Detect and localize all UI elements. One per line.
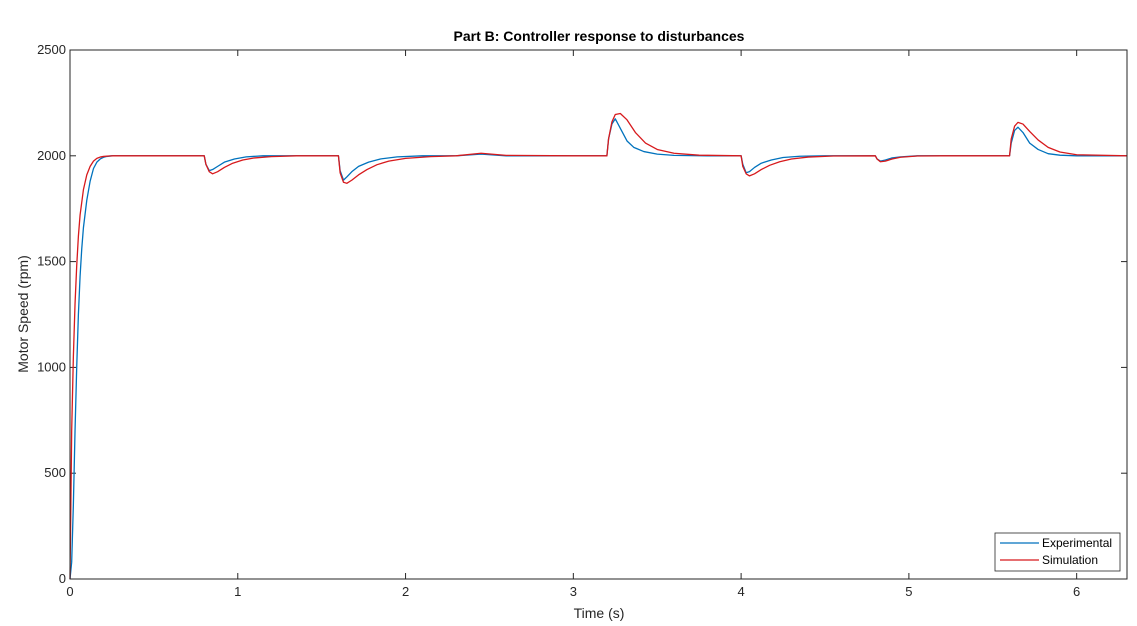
x-tick-label: 3 bbox=[570, 584, 577, 599]
x-tick-label: 4 bbox=[737, 584, 744, 599]
plot-area bbox=[70, 50, 1127, 579]
x-tick-label: 2 bbox=[402, 584, 409, 599]
y-tick-label: 2000 bbox=[37, 148, 66, 163]
x-tick-label: 1 bbox=[234, 584, 241, 599]
y-tick-label: 1000 bbox=[37, 359, 66, 374]
x-tick-label: 0 bbox=[66, 584, 73, 599]
series-line-simulation bbox=[69, 112, 1128, 580]
y-tick-label: 500 bbox=[44, 465, 66, 480]
legend-label-simulation: Simulation bbox=[1042, 553, 1098, 567]
y-tick-label: 1500 bbox=[37, 254, 66, 269]
x-tick-label: 5 bbox=[905, 584, 912, 599]
series-lines bbox=[69, 112, 1128, 580]
y-axis-label: Motor Speed (rpm) bbox=[15, 255, 31, 372]
y-tick-label: 0 bbox=[59, 571, 66, 586]
legend-box bbox=[994, 532, 1121, 572]
legend-label-experimental: Experimental bbox=[1042, 536, 1112, 550]
legend: Experimental Simulation bbox=[994, 532, 1121, 572]
axis-ticks: 0 1 2 3 4 5 6 0 500 1000 1500 2000 2500 bbox=[37, 42, 1127, 599]
axes-box bbox=[69, 49, 1128, 580]
x-tick-label: 6 bbox=[1073, 584, 1080, 599]
chart-title: Part B: Controller response to disturban… bbox=[454, 28, 745, 44]
y-tick-label: 2500 bbox=[37, 42, 66, 57]
x-axis-label: Time (s) bbox=[574, 605, 625, 621]
